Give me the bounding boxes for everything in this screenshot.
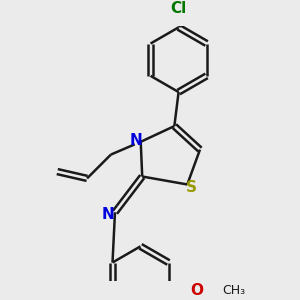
Text: N: N: [102, 207, 115, 222]
Text: S: S: [186, 179, 197, 194]
Text: Cl: Cl: [170, 1, 187, 16]
Text: N: N: [129, 133, 142, 148]
Text: O: O: [190, 283, 203, 298]
Text: CH₃: CH₃: [222, 284, 245, 297]
